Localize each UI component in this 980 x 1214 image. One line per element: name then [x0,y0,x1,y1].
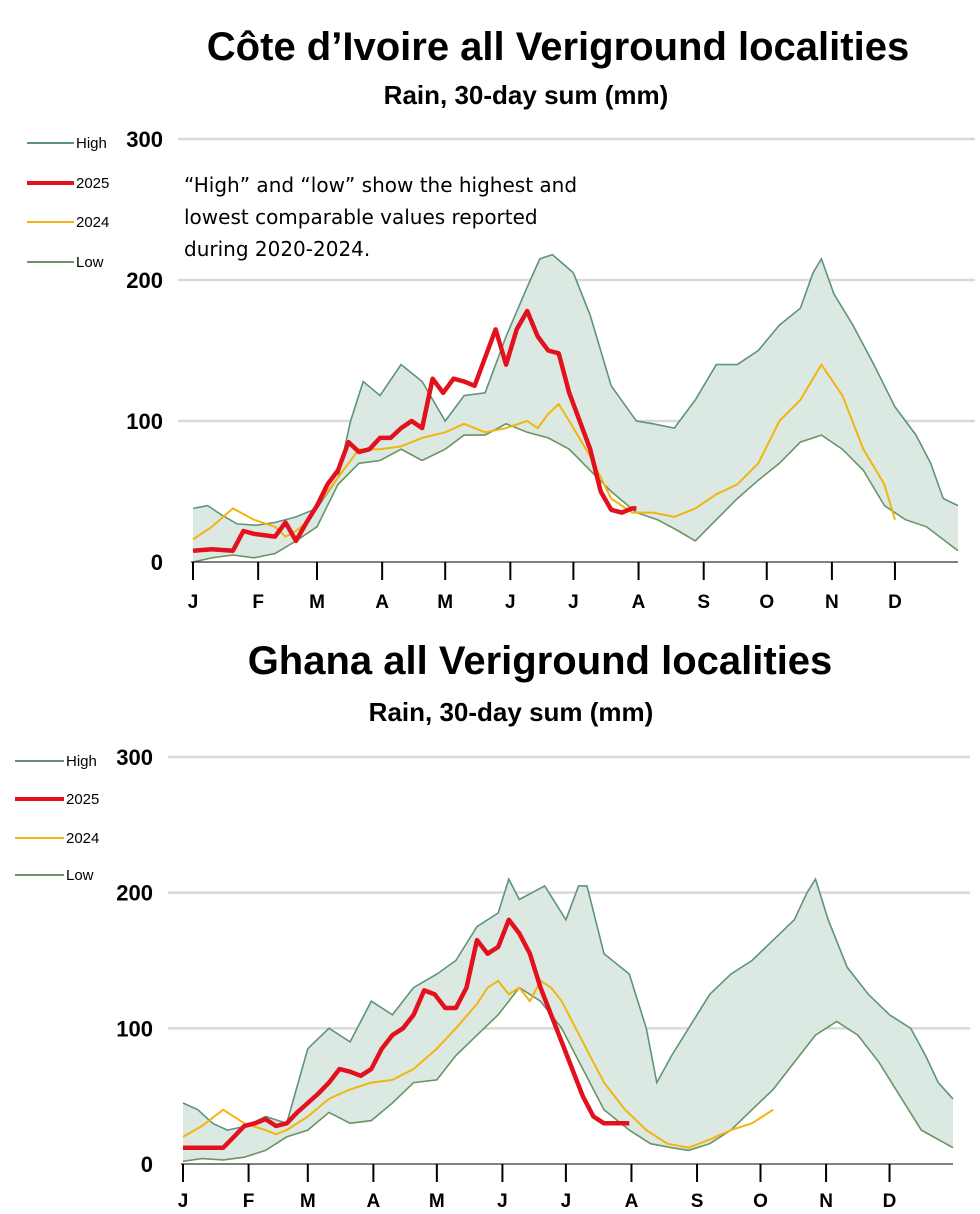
series-line-2025 [183,917,630,1150]
x-tick-label: A [625,1191,639,1212]
x-tick-label: A [375,592,389,613]
chart-panel-ghana: Ghana all Veriground localities Rain, 30… [15,639,970,1212]
x-tick-label: D [888,592,902,613]
chart-subtitle: Rain, 30-day sum (mm) [369,697,654,727]
chart-subtitle: Rain, 30-day sum (mm) [384,80,669,110]
x-tick-label: F [252,592,264,613]
x-tick-label: J [188,592,199,613]
legend-label: 2025 [76,175,109,192]
series-line-2025 [192,308,637,553]
x-tick-label: N [819,1191,833,1212]
x-tick-label: S [697,592,710,613]
chart-title: Ghana all Veriground localities [248,639,833,683]
note-line: “High” and “low” show the highest and [184,173,577,197]
chart-note: “High” and “low” show the highest and lo… [184,173,577,261]
legend-label: Low [66,867,94,884]
series-line-low [182,986,954,1163]
note-line: lowest comparable values reported [184,205,538,229]
y-tick-label: 100 [126,409,163,434]
x-tick-label: N [825,592,839,613]
series-line-high [182,876,954,1131]
x-tick-label: M [437,592,453,613]
x-tick-label: D [883,1191,897,1212]
x-tick-label: A [632,592,646,613]
legend-label: 2025 [66,791,99,808]
chart-panel-cote-divoire: Côte d’Ivoire all Veriground localities … [27,25,975,613]
x-tick-label: M [429,1191,445,1212]
legend-label: Low [76,254,104,271]
x-tick-label: M [309,592,325,613]
chart-title: Côte d’Ivoire all Veriground localities [207,25,909,69]
series-line-low [192,422,959,563]
y-tick-label: 100 [116,1016,153,1041]
x-tick-label: J [178,1191,189,1212]
x-tick-label: M [300,1191,316,1212]
x-tick-label: F [243,1191,255,1212]
x-tick-label: J [497,1191,508,1212]
note-line: during 2020-2024. [184,237,370,261]
x-tick-label: J [568,592,579,613]
x-tick-label: S [691,1191,704,1212]
y-tick-label: 0 [151,550,163,575]
legend-label: 2024 [76,214,109,231]
series-line-2024 [192,363,896,541]
x-tick-label: O [753,1191,768,1212]
y-tick-label: 0 [141,1152,153,1177]
legend-label: 2024 [66,830,99,847]
high-low-band [183,879,953,1162]
y-tick-label: 300 [126,127,163,152]
legend-label: High [66,753,97,770]
legend-label: High [76,135,107,152]
series-line-2024 [182,979,774,1149]
y-tick-label: 200 [116,881,153,906]
y-tick-label: 200 [126,268,163,293]
x-tick-label: O [759,592,774,613]
x-tick-label: A [367,1191,381,1212]
y-tick-label: 300 [116,745,153,770]
x-tick-label: J [561,1191,572,1212]
x-tick-label: J [505,592,516,613]
